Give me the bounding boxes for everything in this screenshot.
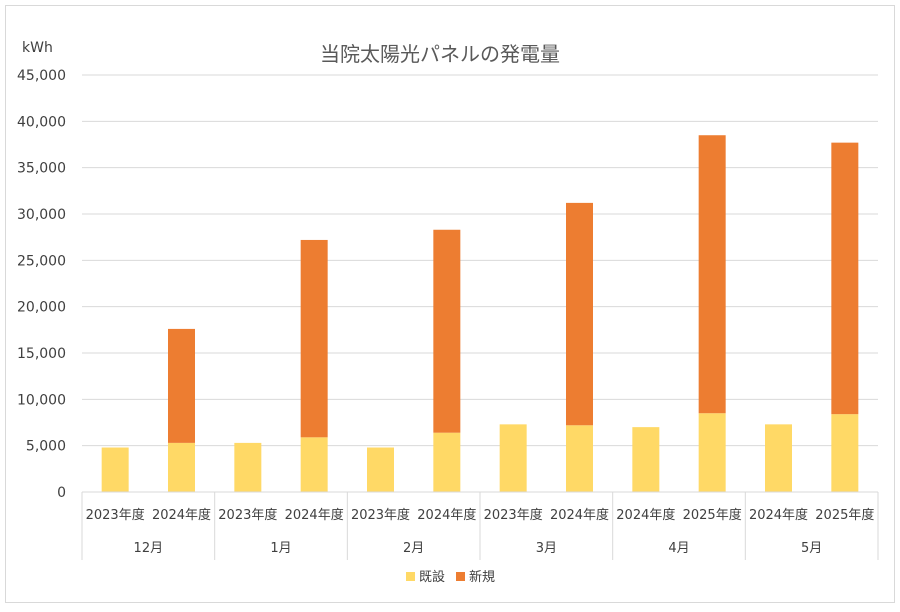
- gridlines: [82, 74, 878, 447]
- y-tick-label: 15,000: [17, 346, 66, 362]
- y-tick-label: 25,000: [17, 253, 66, 269]
- x-category-label: 2024年度: [550, 507, 609, 523]
- y-tick-label: 30,000: [17, 207, 66, 223]
- x-category-label: 2024年度: [285, 507, 344, 523]
- bar-segment-existing: [300, 437, 328, 492]
- bar-segment-existing: [632, 427, 660, 492]
- x-group-label: 3月: [536, 541, 557, 556]
- y-tick-label: 10,000: [17, 392, 66, 408]
- x-group-label: 2月: [403, 541, 424, 556]
- x-category-label: 2024年度: [417, 507, 476, 523]
- y-tick-label: 5,000: [26, 439, 66, 455]
- bar-segment-existing: [499, 424, 527, 492]
- bar-segment-existing: [831, 414, 859, 492]
- y-tick-label: 45,000: [17, 68, 66, 84]
- y-tick-label: 35,000: [17, 161, 66, 177]
- bar-segment-new: [831, 142, 859, 415]
- chart-title: 当院太陽光パネルの発電量: [320, 42, 560, 66]
- x-category-label: 2023年度: [484, 507, 543, 523]
- legend-label: 既設: [419, 569, 445, 585]
- bar-segment-new: [698, 135, 726, 414]
- bar-segment-new: [300, 239, 328, 438]
- bar-segment-existing: [433, 432, 461, 492]
- legend: 既設 新規: [406, 569, 495, 585]
- y-axis-unit-label: kWh: [22, 40, 53, 56]
- x-category-label: 2024年度: [749, 507, 808, 523]
- legend-label: 新規: [469, 569, 495, 585]
- x-group-label: 1月: [270, 541, 291, 556]
- bar-segment-existing: [234, 442, 262, 492]
- x-category-label: 2023年度: [218, 507, 277, 523]
- x-category-label: 2025年度: [815, 507, 874, 523]
- bar-segment-existing: [367, 447, 394, 492]
- x-axis: 2023年度 2024年度 2023年度 2024年度 2023年度 2024年度 2023…: [81, 491, 879, 560]
- bar-segment-existing: [765, 424, 792, 492]
- bar-segment-new: [168, 328, 195, 443]
- bar-segment-new: [566, 202, 593, 426]
- x-group-label: 4月: [668, 541, 689, 556]
- bar-segment-existing: [698, 413, 726, 492]
- x-group-label: 5月: [801, 541, 822, 556]
- y-tick-label: 40,000: [17, 114, 66, 130]
- x-category-label: 2024年度: [152, 507, 211, 523]
- bar-segment-existing: [566, 425, 593, 492]
- y-axis-ticks: 0 5,000 10,000 15,000 20,000 25,000 30,000 35,0…: [17, 68, 66, 501]
- x-category-label: 2023年度: [86, 507, 145, 523]
- bar-segment-existing: [168, 442, 195, 492]
- bars: [101, 135, 859, 492]
- x-group-label: 12月: [134, 541, 164, 556]
- bar-segment-new: [433, 229, 461, 433]
- legend-swatch: [456, 572, 465, 581]
- x-category-label: 2023年度: [351, 507, 410, 523]
- legend-swatch: [406, 572, 415, 581]
- y-tick-label: 0: [57, 485, 66, 501]
- x-category-label: 2024年度: [616, 507, 675, 523]
- y-tick-label: 20,000: [17, 300, 66, 316]
- x-category-label: 2025年度: [683, 507, 742, 523]
- bar-segment-existing: [101, 447, 129, 492]
